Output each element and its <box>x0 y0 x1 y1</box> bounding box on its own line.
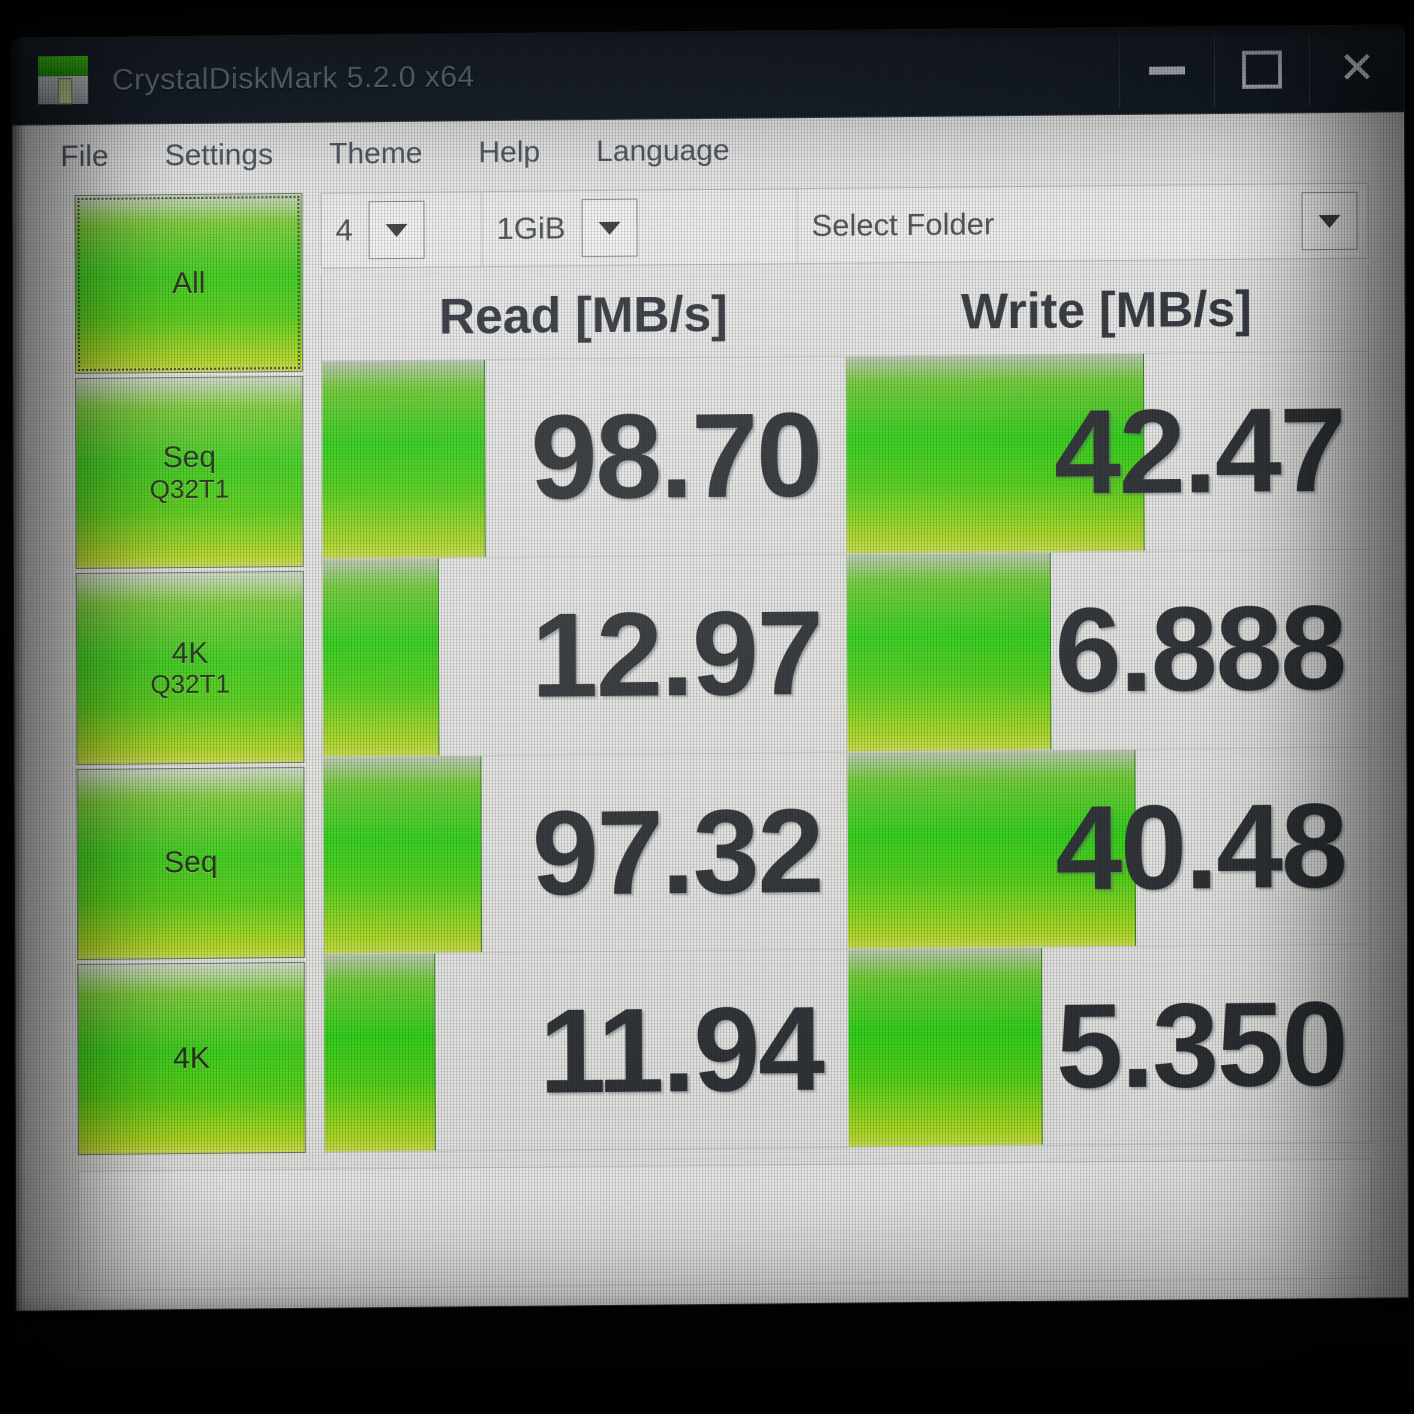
run-4k-button[interactable]: 4K <box>77 961 306 1156</box>
seq-write-cell: 40.48 <box>845 747 1371 949</box>
chevron-down-icon <box>598 221 621 235</box>
menu-item-language[interactable]: Language <box>596 133 730 169</box>
menu-bar: File Settings Theme Help Language <box>12 112 1404 189</box>
4k-read-cell: 11.94 <box>324 950 847 1152</box>
run-seq-button[interactable]: Seq <box>76 766 306 960</box>
run-4k-q32t1-label: 4K <box>171 636 209 670</box>
read-bar <box>323 755 482 954</box>
run-seq-q32t1-button[interactable]: Seq Q32T1 <box>75 376 304 570</box>
main-body: All Seq Q32T1 4K Q32T1 Seq 4K <box>74 182 1372 1156</box>
seq-q32t1-write-cell: 42.47 <box>844 351 1369 554</box>
run-count-combo[interactable]: 4 <box>321 192 483 268</box>
close-icon: ✕ <box>1338 43 1376 93</box>
client-area: File Settings Theme Help Language All Se… <box>12 112 1409 1311</box>
close-button[interactable]: ✕ <box>1308 31 1405 107</box>
seq-write-value: 40.48 <box>1055 778 1346 916</box>
read-bar <box>322 360 486 559</box>
4k-write-value: 5.350 <box>1055 976 1347 1114</box>
window-controls: ✕ <box>1118 31 1405 109</box>
target-folder-value: Select Folder <box>811 206 995 243</box>
write-bar <box>847 948 1043 1147</box>
minimize-button[interactable] <box>1118 33 1215 109</box>
test-options-toolbar: 4 1GiB Select Folder <box>320 182 1369 269</box>
maximize-icon <box>1241 50 1283 89</box>
run-seq-q32t1-sublabel: Q32T1 <box>149 473 230 505</box>
minimize-icon <box>1149 66 1186 75</box>
run-count-dropdown-button[interactable] <box>368 200 425 260</box>
results-column: 4 1GiB Select Folder <box>320 182 1372 1153</box>
4k-read-value: 11.94 <box>539 981 824 1119</box>
results-table: Read [MB/s] Write [MB/s] 98.70 42.47 <box>320 264 1372 1153</box>
seq-q32t1-read-value: 98.70 <box>530 388 822 526</box>
run-all-label: All <box>172 266 206 300</box>
menu-item-file[interactable]: File <box>60 139 109 174</box>
test-size-value: 1GiB <box>496 210 566 247</box>
maximize-button[interactable] <box>1213 32 1310 108</box>
seq-read-value: 97.32 <box>531 783 823 921</box>
title-bar: CrystalDiskMark 5.2.0 x64 ✕ <box>11 25 1405 126</box>
write-column-header: Write [MB/s] <box>960 280 1252 340</box>
chevron-down-icon <box>1318 214 1341 228</box>
4k-q32t1-write-value: 6.888 <box>1054 581 1346 718</box>
seq-q32t1-read-cell: 98.70 <box>322 357 845 559</box>
menu-item-theme[interactable]: Theme <box>329 136 423 171</box>
target-folder-dropdown-button[interactable] <box>1301 191 1358 251</box>
run-4k-q32t1-sublabel: Q32T1 <box>150 668 230 700</box>
status-bar <box>77 1158 1373 1292</box>
menu-item-settings[interactable]: Settings <box>164 138 274 173</box>
chevron-down-icon <box>385 223 408 237</box>
run-count-value: 4 <box>335 212 353 248</box>
table-row: 98.70 42.47 <box>322 350 1369 559</box>
table-row: 97.32 40.48 <box>323 746 1371 954</box>
seq-q32t1-write-value: 42.47 <box>1053 383 1345 521</box>
run-seq-q32t1-label: Seq <box>162 441 217 475</box>
crystaldiskmark-window: CrystalDiskMark 5.2.0 x64 ✕ File Setting… <box>11 25 1409 1311</box>
4k-write-cell: 5.350 <box>846 944 1371 1147</box>
read-bar <box>322 558 440 757</box>
test-button-column: All Seq Q32T1 4K Q32T1 Seq 4K <box>74 192 306 1156</box>
run-seq-label: Seq <box>164 846 218 880</box>
target-folder-combo[interactable]: Select Folder <box>797 184 1367 263</box>
menu-item-help[interactable]: Help <box>478 135 541 170</box>
results-header-row: Read [MB/s] Write [MB/s] <box>322 265 1368 361</box>
run-4k-label: 4K <box>173 1041 210 1075</box>
test-size-combo[interactable]: 1GiB <box>482 189 798 267</box>
run-4k-q32t1-button[interactable]: 4K Q32T1 <box>75 571 305 765</box>
table-row: 12.97 6.888 <box>322 548 1370 757</box>
read-column-header: Read [MB/s] <box>438 285 728 345</box>
read-bar <box>324 953 436 1152</box>
write-bar <box>846 552 1052 752</box>
table-row: 11.94 5.350 <box>324 943 1371 1152</box>
4k-q32t1-write-cell: 6.888 <box>845 549 1370 752</box>
window-title: CrystalDiskMark 5.2.0 x64 <box>112 60 475 97</box>
4k-q32t1-read-value: 12.97 <box>531 586 822 723</box>
4k-q32t1-read-cell: 12.97 <box>322 554 846 757</box>
run-all-button[interactable]: All <box>74 192 304 375</box>
crystaldiskmark-icon <box>36 52 92 109</box>
test-size-dropdown-button[interactable] <box>581 198 638 258</box>
seq-read-cell: 97.32 <box>323 752 846 954</box>
